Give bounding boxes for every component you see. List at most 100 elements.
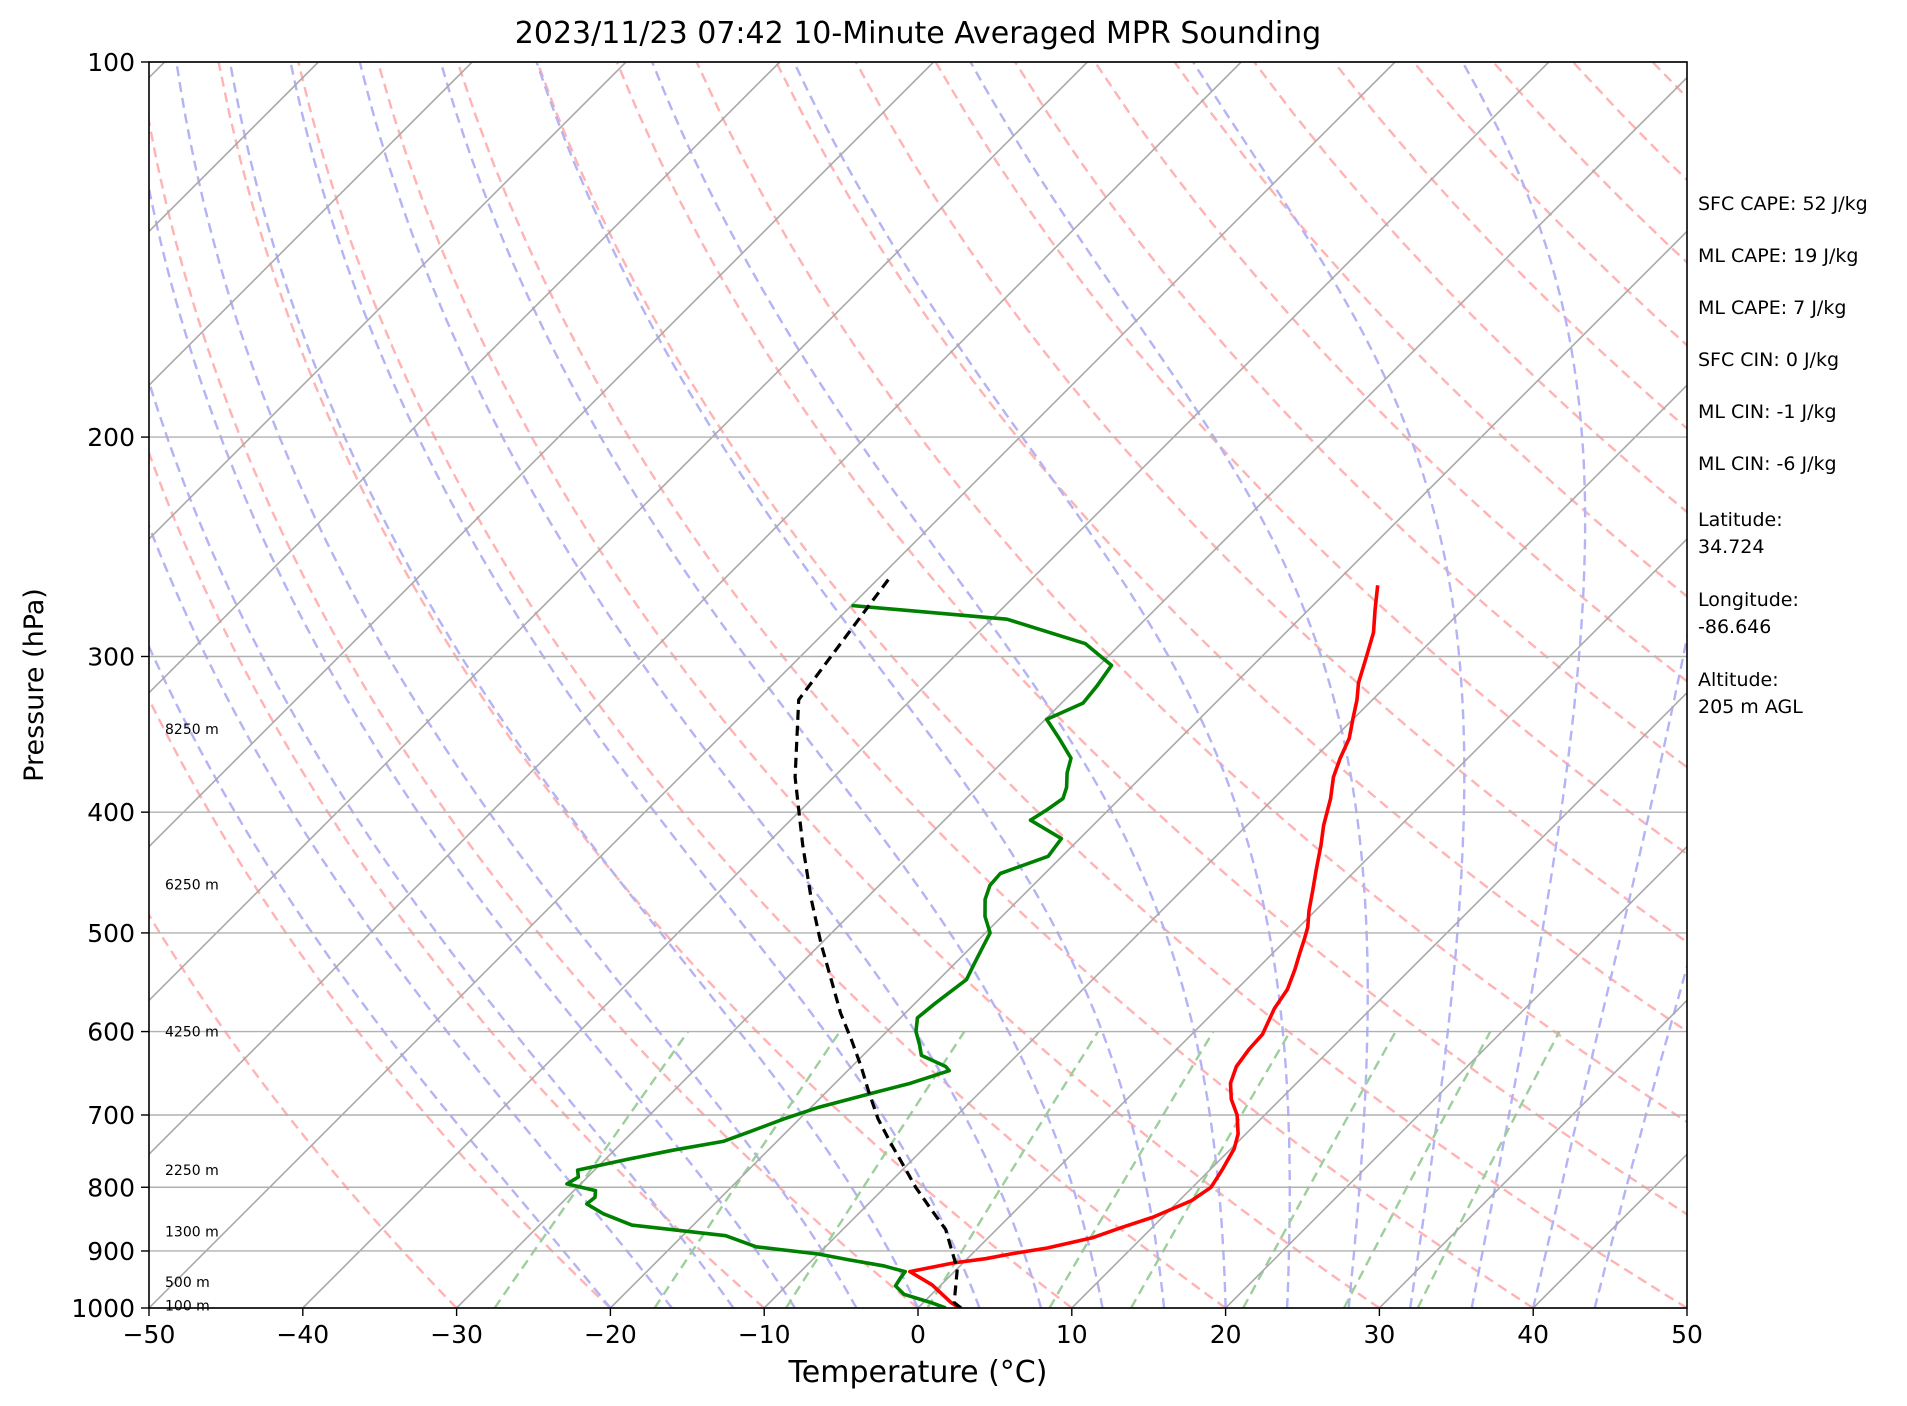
- isotherm-line: [149, 62, 627, 541]
- info-annotations: SFC CAPE: 52 J/kg ML CAPE: 19 J/kg ML CAPE…: [1698, 193, 1868, 718]
- isotherm-line: [149, 62, 1396, 1308]
- moist-adiabat: [228, 62, 920, 1308]
- x-tick-label: −40: [276, 1320, 329, 1349]
- dry-adiabat: [217, 62, 1073, 1308]
- moist-adiabat: [358, 62, 1043, 1308]
- dry-adiabat: [149, 115, 919, 1308]
- dry-adiabat: [149, 912, 458, 1308]
- dry-adiabat: [1014, 62, 1687, 769]
- height-label: 6250 m: [165, 877, 219, 893]
- x-tick-label: −20: [584, 1320, 637, 1349]
- x-tick-label: −50: [123, 1320, 176, 1349]
- annotation-text: SFC CIN: 0 J/kg: [1698, 349, 1839, 371]
- isotherm-line: [1071, 691, 1687, 1308]
- annotation-text: ML CAPE: 7 J/kg: [1698, 297, 1846, 319]
- annotation-text: ML CIN: -6 J/kg: [1698, 453, 1837, 475]
- temperature-profile: [908, 585, 1380, 1308]
- moist-adiabat: [149, 643, 612, 1308]
- chart-title: 2023/11/23 07:42 10-Minute Averaged MPR …: [515, 16, 1321, 51]
- isotherm-line: [149, 62, 935, 848]
- annotation-text: -86.646: [1698, 616, 1771, 638]
- isotherm-line: [456, 76, 1687, 1308]
- dry-adiabat: [695, 62, 1687, 1124]
- y-tick-label: 800: [87, 1173, 135, 1202]
- annotation-text: SFC CAPE: 52 J/kg: [1698, 193, 1868, 215]
- isotherm-line: [763, 384, 1687, 1308]
- dry-adiabat: [1093, 62, 1687, 683]
- moist-adiabat: [149, 183, 796, 1308]
- moist-adiabat: [1461, 62, 1587, 1308]
- x-tick-label: 40: [1517, 1320, 1549, 1349]
- moist-adiabat: [1192, 62, 1466, 1308]
- y-tick-label: 100: [87, 48, 135, 77]
- moist-adiabat: [439, 62, 1104, 1308]
- mixing-ratio-line: [1416, 1031, 1561, 1308]
- x-tick-label: −10: [738, 1320, 791, 1349]
- moist-adiabat: [149, 378, 735, 1308]
- moist-adiabat: [149, 523, 673, 1308]
- height-label: 4250 m: [165, 1025, 219, 1041]
- dry-adiabat: [456, 62, 1534, 1308]
- height-labels: 100 m 500 m 1300 m 2250 m 4250 m 6250 m 8250 m: [165, 722, 219, 1314]
- height-label: 2250 m: [165, 1163, 219, 1179]
- moist-adiabat: [792, 62, 1291, 1308]
- y-tick-label: 200: [87, 423, 135, 452]
- dry-adiabat: [854, 62, 1687, 944]
- annotation-text: Latitude:: [1698, 509, 1783, 531]
- y-tick-label: 300: [87, 642, 135, 671]
- dry-adiabat: [615, 62, 1687, 1216]
- y-axis-ticks: 100 200 300 400 500 600 700 800 900 1000: [71, 48, 149, 1323]
- moist-adiabat: [289, 62, 981, 1308]
- parcel-profile: [793, 578, 963, 1308]
- height-label: 1300 m: [165, 1224, 219, 1240]
- height-label: 100 m: [165, 1298, 210, 1314]
- isotherm-line: [0, 62, 11, 1308]
- y-tick-label: 700: [87, 1101, 135, 1130]
- annotation-text: ML CAPE: 19 J/kg: [1698, 245, 1858, 267]
- dry-adiabat: [536, 62, 1687, 1308]
- isotherm-line: [1225, 845, 1687, 1308]
- moist-adiabat: [175, 62, 858, 1308]
- moist-adiabat: [535, 62, 1166, 1308]
- dry-adiabat: [297, 62, 1227, 1308]
- annotation-text: 34.724: [1698, 536, 1764, 558]
- mixing-ratio-line: [1048, 1030, 1215, 1308]
- x-tick-label: 10: [1056, 1320, 1088, 1349]
- dry-adiabat: [149, 696, 612, 1308]
- y-tick-label: 400: [87, 798, 135, 827]
- x-axis-ticks: −50 −40 −30 −20 −10 0 10 20 30 40 50: [123, 1308, 1703, 1349]
- dewpoint-profile: [565, 603, 1114, 1308]
- y-tick-label: 600: [87, 1018, 135, 1047]
- sounding-profiles: [565, 578, 1380, 1308]
- y-tick-label: 1000: [71, 1294, 135, 1323]
- height-label: 8250 m: [165, 722, 219, 738]
- x-tick-label: 30: [1363, 1320, 1395, 1349]
- isotherm-line: [149, 62, 1242, 1156]
- isotherm-line: [149, 62, 1088, 1002]
- height-label: 500 m: [165, 1275, 210, 1291]
- x-tick-label: 0: [910, 1320, 926, 1349]
- annotation-text: Longitude:: [1698, 589, 1799, 611]
- mixing-ratio-line: [1342, 1031, 1492, 1308]
- x-tick-label: 50: [1671, 1320, 1703, 1349]
- mixing-ratio-line: [784, 1030, 966, 1308]
- isotherm-line: [609, 230, 1687, 1308]
- y-tick-label: 900: [87, 1237, 135, 1266]
- annotation-text: 205 m AGL: [1698, 696, 1803, 718]
- background-lines: [0, 62, 1687, 1308]
- isotherm-line: [917, 537, 1687, 1308]
- dry-adiabat: [149, 449, 765, 1308]
- mixing-ratio-line: [926, 1030, 1100, 1308]
- annotation-text: Altitude:: [1698, 669, 1779, 691]
- x-axis-label: Temperature (°C): [788, 1355, 1048, 1390]
- isotherm-line: [149, 62, 781, 694]
- x-tick-label: −30: [430, 1320, 483, 1349]
- isotherm-line: [302, 62, 1550, 1308]
- y-tick-label: 500: [87, 919, 135, 948]
- isotherm-line: [149, 62, 473, 387]
- isotherm-line: [1378, 999, 1687, 1308]
- dry-adiabat: [376, 62, 1381, 1308]
- y-axis-label: Pressure (hPa): [19, 588, 50, 782]
- x-tick-label: 20: [1210, 1320, 1242, 1349]
